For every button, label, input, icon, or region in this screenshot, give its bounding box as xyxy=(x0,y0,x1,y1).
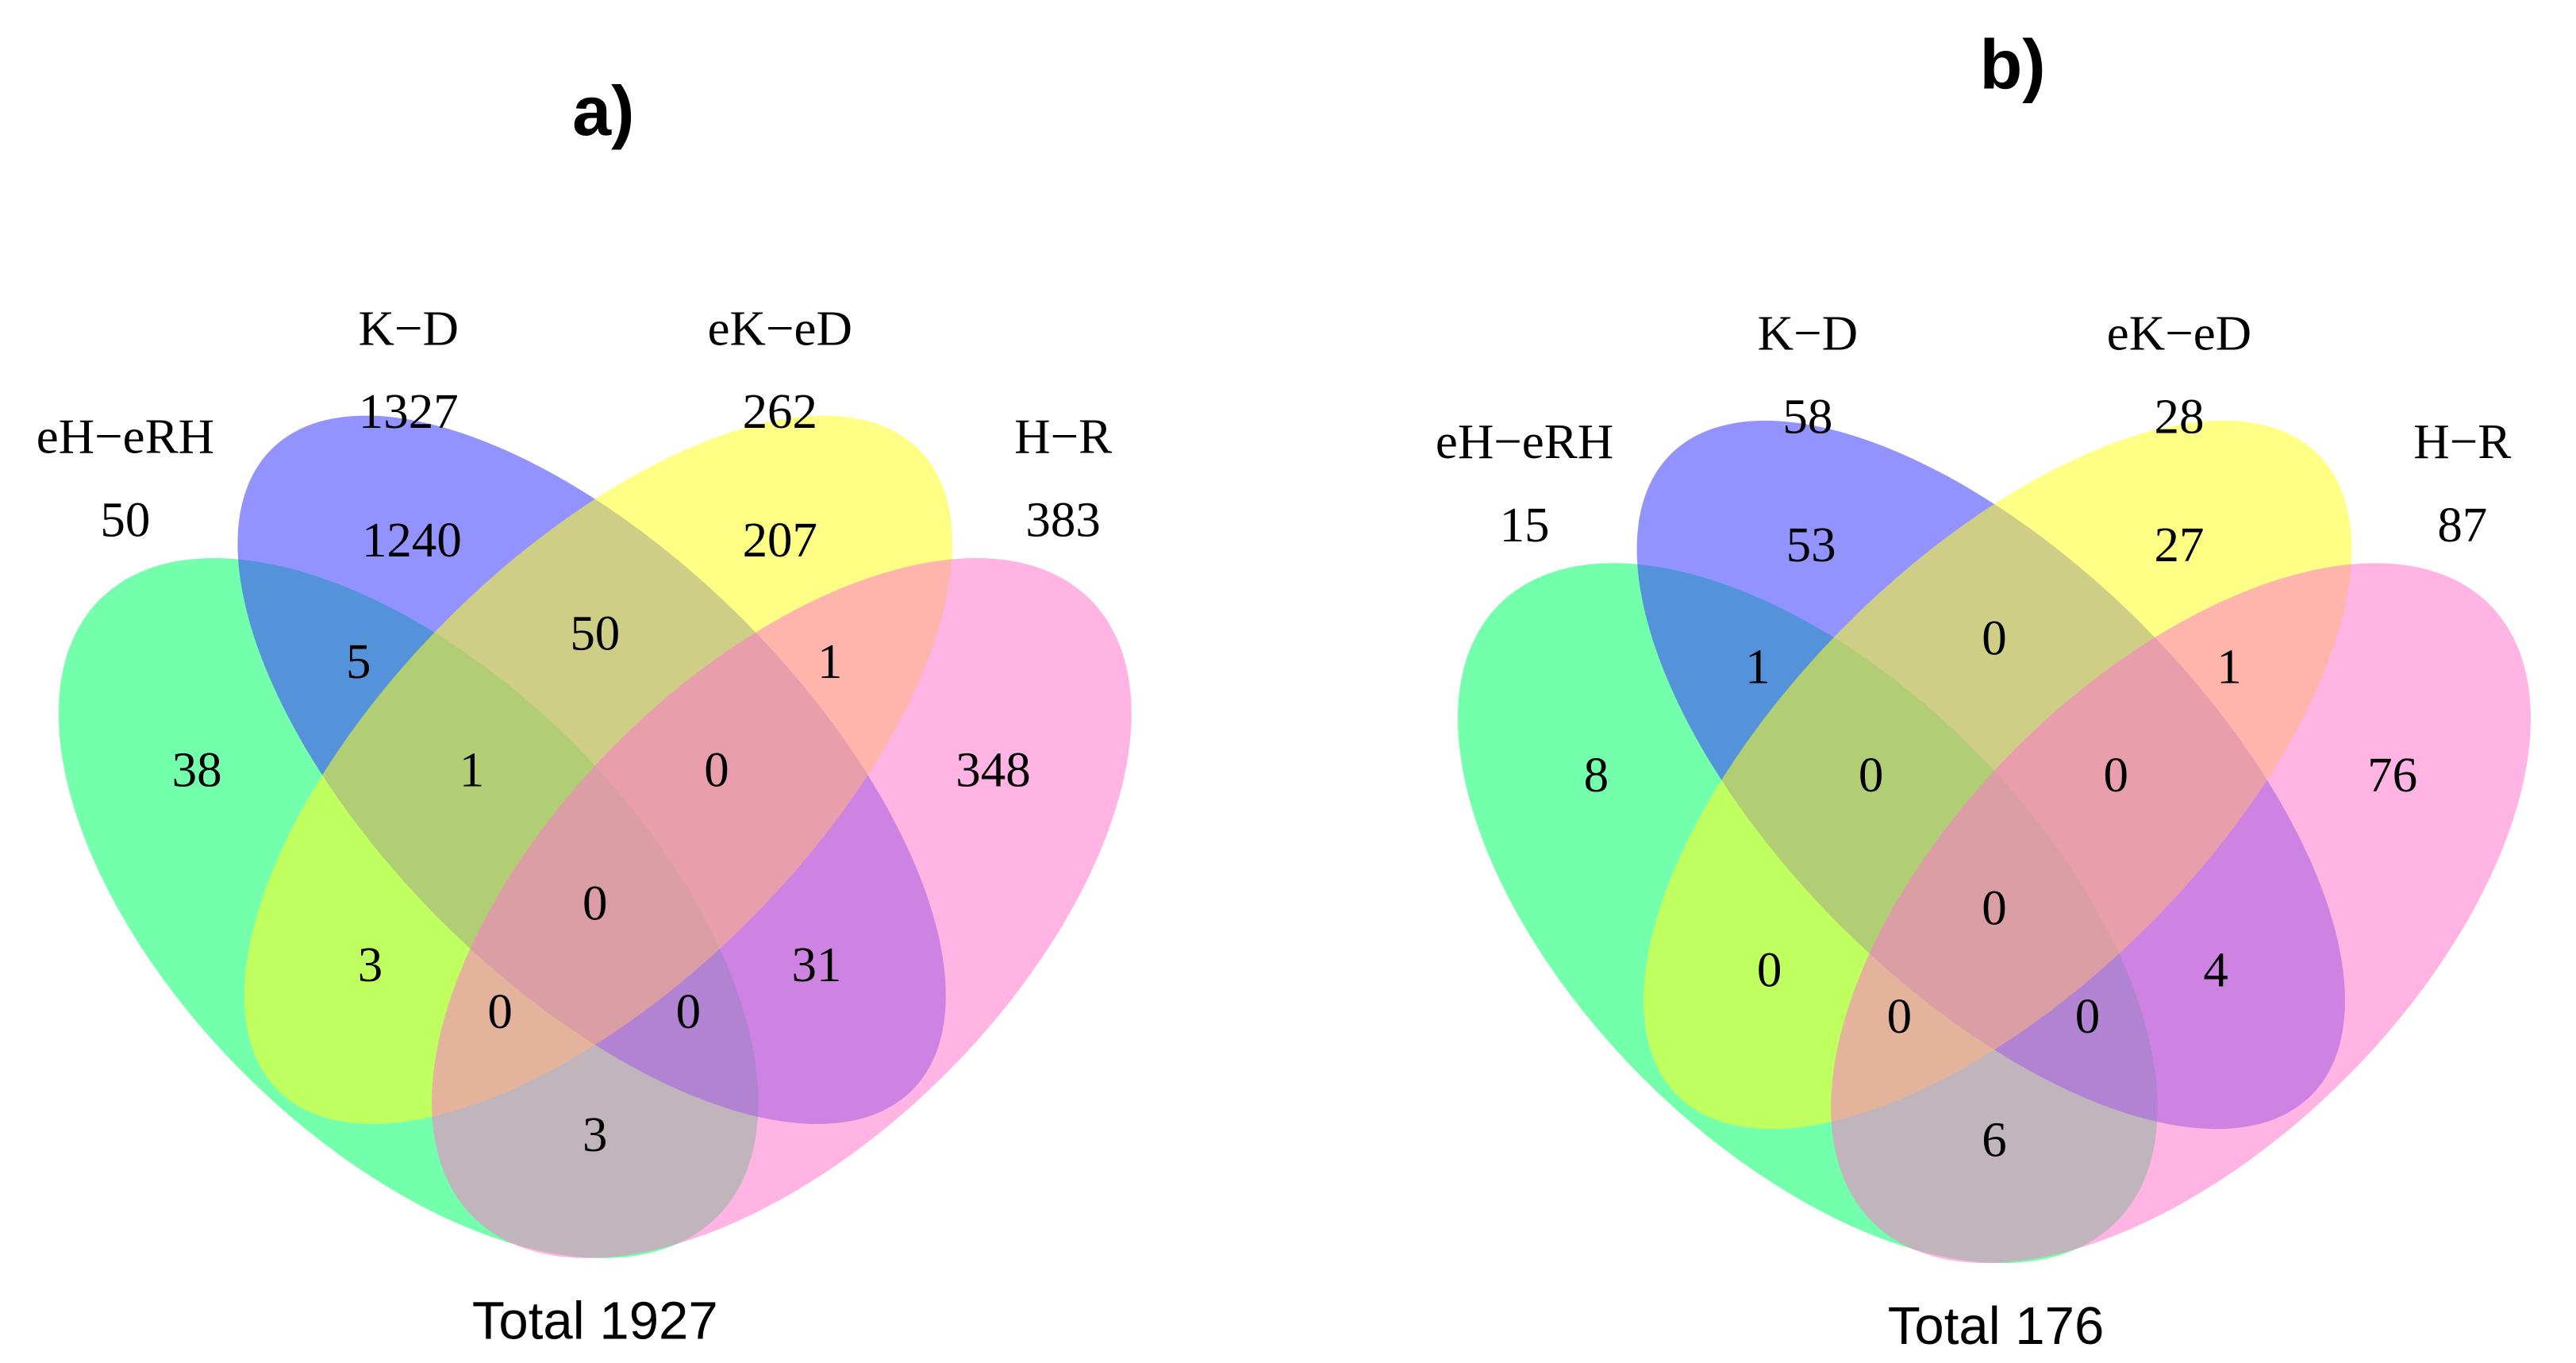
region-count: 1240 xyxy=(362,512,462,568)
region-count: 207 xyxy=(743,512,817,568)
set-name: eK−eD xyxy=(708,300,852,356)
region-count: 348 xyxy=(955,741,1030,797)
region-count: 8 xyxy=(1584,747,1609,803)
region-count: 1 xyxy=(459,741,484,797)
set-name: K−D xyxy=(358,300,458,356)
set-size: 28 xyxy=(2154,389,2204,445)
region-count: 0 xyxy=(1982,610,2006,666)
set-name: eH−eRH xyxy=(1436,414,1613,469)
total-label: Total 176 xyxy=(1888,1296,2105,1356)
total-label: Total 1927 xyxy=(472,1291,718,1350)
set-name: H−R xyxy=(1014,409,1112,464)
region-count: 6 xyxy=(1982,1111,2006,1167)
set-size: 50 xyxy=(100,492,150,548)
set-name: eH−eRH xyxy=(37,409,214,464)
set-size: 1327 xyxy=(359,383,459,439)
region-count: 0 xyxy=(1757,941,1782,997)
region-count: 50 xyxy=(570,605,620,660)
region-count: 1 xyxy=(2217,638,2241,694)
region-count: 0 xyxy=(582,875,607,930)
region-count: 1 xyxy=(1745,638,1770,694)
region-count: 0 xyxy=(1859,747,1883,803)
venn-diagram: b) eH−eRH 15 K−D 58 eK−eD 28 H−R 87 8 53 27 76 1 0 1 0 0 0… xyxy=(1436,25,2531,1356)
region-count: 76 xyxy=(2367,747,2417,803)
region-count: 0 xyxy=(487,984,512,1039)
set-name: eK−eD xyxy=(2107,306,2251,361)
region-count: 0 xyxy=(2103,747,2128,803)
set-size: 15 xyxy=(1500,497,1550,553)
set-ellipse xyxy=(1831,563,2531,1264)
region-count: 3 xyxy=(358,937,383,992)
region-count: 0 xyxy=(1887,988,1912,1044)
set-size: 87 xyxy=(2437,497,2487,553)
region-count: 27 xyxy=(2154,517,2204,572)
region-count: 0 xyxy=(704,741,729,797)
region-count: 5 xyxy=(346,633,371,689)
region-count: 0 xyxy=(676,984,701,1039)
region-count: 0 xyxy=(2075,988,2100,1044)
region-count: 0 xyxy=(1982,880,2006,936)
set-size: 58 xyxy=(1782,389,1832,445)
region-count: 31 xyxy=(791,937,841,992)
set-name: K−D xyxy=(1758,306,1858,361)
region-count: 38 xyxy=(172,741,222,797)
region-count: 1 xyxy=(817,633,842,689)
set-size: 383 xyxy=(1025,492,1100,548)
set-size: 262 xyxy=(743,383,817,439)
set-name: H−R xyxy=(2413,414,2511,469)
region-count: 4 xyxy=(2203,941,2228,997)
panel-title: b) xyxy=(1979,25,2045,103)
region-count: 3 xyxy=(582,1107,607,1162)
set-ellipse xyxy=(431,558,1132,1258)
panel-title: a) xyxy=(572,71,634,150)
region-count: 53 xyxy=(1786,517,1836,572)
